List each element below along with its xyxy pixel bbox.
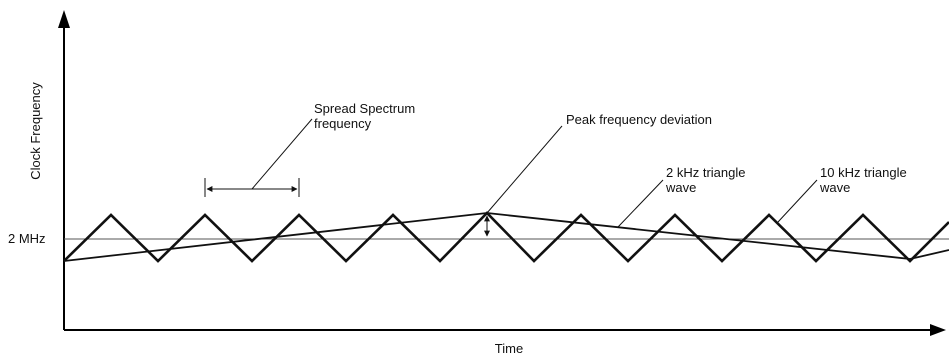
wave-2khz xyxy=(63,212,949,262)
reference-label: 2 MHz xyxy=(8,231,46,246)
x-axis-arrow-icon xyxy=(930,324,946,336)
peak-deviation-label: Peak frequency deviation xyxy=(566,112,712,127)
wave-10khz-label-line2: wave xyxy=(819,180,850,195)
spread-spectrum-leader xyxy=(251,118,313,190)
wave-10khz-label-line1: 10 kHz triangle xyxy=(820,165,907,180)
y-axis-label: Clock Frequency xyxy=(28,82,43,180)
wave-2khz-label-line2: wave xyxy=(665,180,696,195)
wave-10khz-leader xyxy=(777,179,818,223)
x-axis-label: Time xyxy=(495,341,523,355)
wave-2khz-leader xyxy=(617,179,664,228)
wave-2khz-label-line1: 2 kHz triangle xyxy=(666,165,745,180)
spread-spectrum-label-line1: Spread Spectrum xyxy=(314,101,415,116)
wave-10khz xyxy=(63,211,949,263)
peak-deviation-leader xyxy=(486,125,563,214)
y-axis-arrow-icon xyxy=(58,10,70,28)
spread-spectrum-label-line2: frequency xyxy=(314,116,372,131)
